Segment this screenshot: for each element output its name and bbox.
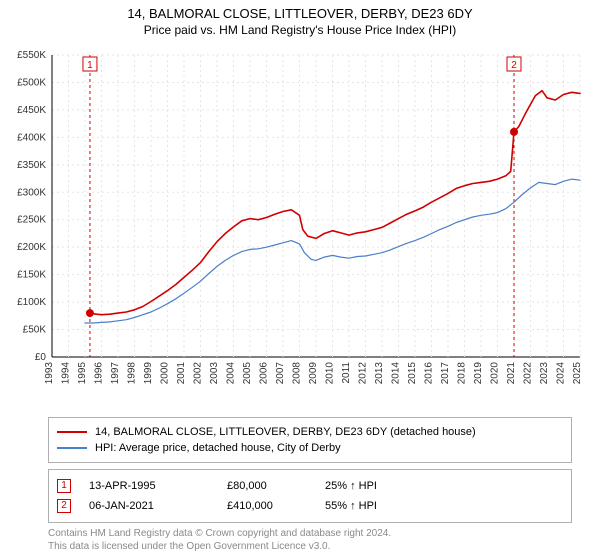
svg-text:2014: 2014 bbox=[391, 362, 402, 385]
svg-text:£550K: £550K bbox=[17, 50, 46, 61]
svg-text:2006: 2006 bbox=[259, 362, 270, 385]
title-line-2: Price paid vs. HM Land Registry's House … bbox=[0, 21, 600, 41]
svg-text:2022: 2022 bbox=[523, 362, 534, 385]
svg-text:£350K: £350K bbox=[17, 160, 46, 171]
svg-text:£450K: £450K bbox=[17, 105, 46, 116]
legend: 14, BALMORAL CLOSE, LITTLEOVER, DERBY, D… bbox=[48, 417, 572, 463]
svg-text:£0: £0 bbox=[35, 352, 47, 363]
svg-text:1: 1 bbox=[87, 60, 93, 71]
price-chart: £0 £50K £100K £150K £200K £250K £300K £350K £400… bbox=[0, 41, 600, 411]
svg-text:£150K: £150K bbox=[17, 270, 46, 281]
title-line-1: 14, BALMORAL CLOSE, LITTLEOVER, DERBY, D… bbox=[0, 0, 600, 21]
svg-text:2000: 2000 bbox=[160, 362, 171, 385]
svg-text:1994: 1994 bbox=[61, 362, 72, 385]
svg-text:1996: 1996 bbox=[94, 362, 105, 385]
svg-text:2015: 2015 bbox=[407, 362, 418, 385]
svg-text:2003: 2003 bbox=[209, 362, 220, 385]
svg-text:£500K: £500K bbox=[17, 77, 46, 88]
svg-text:2012: 2012 bbox=[358, 362, 369, 385]
svg-text:2005: 2005 bbox=[242, 362, 253, 385]
svg-text:2002: 2002 bbox=[193, 362, 204, 385]
svg-text:2: 2 bbox=[511, 60, 517, 71]
svg-text:2011: 2011 bbox=[341, 362, 352, 384]
sale-price: £410,000 bbox=[227, 496, 307, 516]
svg-text:1993: 1993 bbox=[44, 362, 55, 385]
legend-swatch bbox=[57, 447, 87, 449]
svg-text:2024: 2024 bbox=[556, 362, 567, 385]
svg-text:2021: 2021 bbox=[506, 362, 517, 385]
svg-text:1998: 1998 bbox=[127, 362, 138, 385]
svg-text:2025: 2025 bbox=[572, 362, 583, 385]
svg-text:2001: 2001 bbox=[176, 362, 187, 385]
sale-price: £80,000 bbox=[227, 476, 307, 496]
svg-text:2020: 2020 bbox=[490, 362, 501, 385]
svg-text:£250K: £250K bbox=[17, 215, 46, 226]
svg-text:2007: 2007 bbox=[275, 362, 286, 385]
sale-marker-icon: 1 bbox=[57, 479, 71, 493]
sale-delta: 25% ↑ HPI bbox=[325, 476, 415, 496]
svg-text:2009: 2009 bbox=[308, 362, 319, 385]
footer-line: Contains HM Land Registry data © Crown c… bbox=[48, 527, 572, 540]
svg-text:£400K: £400K bbox=[17, 132, 46, 143]
sale-date: 06-JAN-2021 bbox=[89, 496, 209, 516]
legend-label: HPI: Average price, detached house, City… bbox=[95, 440, 341, 456]
svg-text:2004: 2004 bbox=[226, 362, 237, 385]
svg-text:1995: 1995 bbox=[77, 362, 88, 385]
legend-row: HPI: Average price, detached house, City… bbox=[57, 440, 563, 456]
svg-text:2010: 2010 bbox=[325, 362, 336, 385]
svg-text:2013: 2013 bbox=[374, 362, 385, 385]
svg-text:2008: 2008 bbox=[292, 362, 303, 385]
sale-delta: 55% ↑ HPI bbox=[325, 496, 415, 516]
svg-text:2017: 2017 bbox=[440, 362, 451, 385]
sale-row: 1 13-APR-1995 £80,000 25% ↑ HPI bbox=[57, 476, 563, 496]
svg-text:2016: 2016 bbox=[424, 362, 435, 385]
svg-text:£300K: £300K bbox=[17, 187, 46, 198]
svg-text:£50K: £50K bbox=[23, 325, 47, 336]
legend-label: 14, BALMORAL CLOSE, LITTLEOVER, DERBY, D… bbox=[95, 424, 476, 440]
svg-text:£100K: £100K bbox=[17, 297, 46, 308]
svg-text:2023: 2023 bbox=[539, 362, 550, 385]
svg-text:2018: 2018 bbox=[457, 362, 468, 385]
svg-text:1999: 1999 bbox=[143, 362, 154, 385]
attribution-footer: Contains HM Land Registry data © Crown c… bbox=[48, 527, 572, 553]
footer-line: This data is licensed under the Open Gov… bbox=[48, 540, 572, 553]
sale-row: 2 06-JAN-2021 £410,000 55% ↑ HPI bbox=[57, 496, 563, 516]
svg-text:£200K: £200K bbox=[17, 242, 46, 253]
svg-text:2019: 2019 bbox=[473, 362, 484, 385]
legend-row: 14, BALMORAL CLOSE, LITTLEOVER, DERBY, D… bbox=[57, 424, 563, 440]
svg-text:1997: 1997 bbox=[110, 362, 121, 385]
legend-swatch bbox=[57, 431, 87, 433]
sale-date: 13-APR-1995 bbox=[89, 476, 209, 496]
sales-table: 1 13-APR-1995 £80,000 25% ↑ HPI 2 06-JAN… bbox=[48, 469, 572, 523]
sale-marker-icon: 2 bbox=[57, 499, 71, 513]
